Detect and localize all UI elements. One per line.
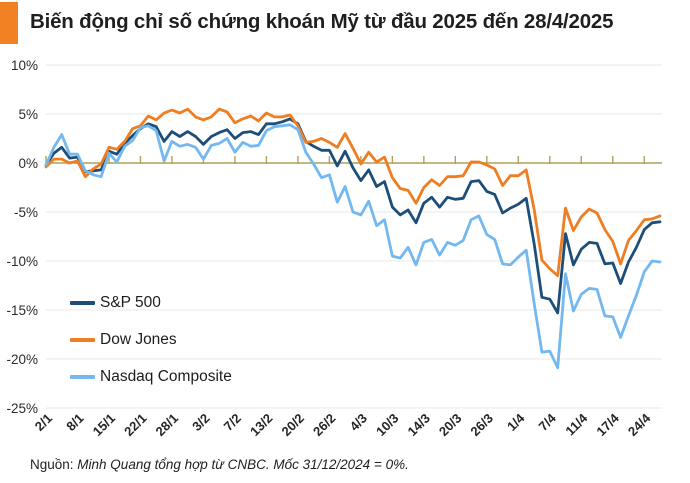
x-axis-tick-label: 3/2 (189, 411, 212, 434)
y-axis-tick-label: 0% (18, 156, 38, 171)
series-line-s-p-500 (44, 117, 662, 315)
source-text: Minh Quang tổng hợp từ CNBC. Mốc 31/12/2… (73, 457, 409, 472)
x-axis-tick-label: 17/4 (593, 410, 622, 439)
x-axis-tick-label: 14/3 (404, 411, 433, 440)
source-note: Nguồn: Minh Quang tổng hợp từ CNBC. Mốc … (30, 457, 409, 472)
sp500-line-swatch (70, 301, 95, 305)
series-line-nasdaq-composite (44, 123, 662, 370)
legend-label-dowjones: Dow Jones (100, 331, 177, 348)
y-axis-tick-label: -20% (6, 352, 38, 367)
y-axis-tick-label: -25% (6, 401, 38, 416)
y-axis-tick-label: 5% (18, 107, 38, 122)
x-axis-tick-label: 1/4 (504, 410, 528, 434)
x-axis-tick-label: 26/3 (467, 411, 496, 440)
legend-item-nasdaq: Nasdaq Composite (70, 366, 232, 388)
x-axis-tick-label: 4/3 (347, 411, 370, 434)
x-axis-tick-label: 20/2 (279, 411, 308, 440)
accent-square (0, 2, 18, 44)
y-axis-tick-label: -10% (6, 254, 38, 269)
legend-label-nasdaq: Nasdaq Composite (100, 368, 232, 385)
series-line-dow-jones (44, 107, 662, 278)
x-axis-tick-label: 13/2 (247, 411, 276, 440)
page-title: Biến động chỉ số chứng khoán Mỹ từ đầu 2… (30, 10, 614, 33)
x-axis-tick-label: 7/2 (221, 411, 244, 434)
x-axis-tick-label: 7/4 (536, 410, 560, 434)
x-axis-tick-label: 15/1 (90, 411, 119, 440)
y-axis-tick-label: 10% (11, 58, 38, 73)
x-axis-tick-label: 20/3 (436, 411, 465, 440)
source-prefix: Nguồn: (30, 457, 74, 472)
header: Biến động chỉ số chứng khoán Mỹ từ đầu 2… (0, 0, 690, 50)
x-axis-tick-label: 28/1 (153, 411, 182, 440)
dowjones-line-swatch (70, 338, 95, 342)
legend: S&P 500 Dow Jones Nasdaq Composite (70, 292, 232, 403)
legend-item-dowjones: Dow Jones (70, 329, 232, 351)
legend-item-sp500: S&P 500 (70, 292, 232, 314)
x-axis-tick-label: 22/1 (121, 411, 150, 440)
x-axis-tick-label: 24/4 (625, 410, 654, 439)
nasdaq-line-swatch (70, 375, 95, 379)
x-axis-tick-label: 26/2 (310, 411, 339, 440)
x-axis-tick-label: 8/1 (63, 411, 86, 434)
y-axis-tick-label: -5% (14, 205, 38, 220)
y-axis-tick-label: -15% (6, 303, 38, 318)
legend-label-sp500: S&P 500 (100, 294, 161, 311)
x-axis-tick-label: 11/4 (562, 410, 591, 439)
x-axis-tick-label: 10/3 (373, 411, 402, 440)
